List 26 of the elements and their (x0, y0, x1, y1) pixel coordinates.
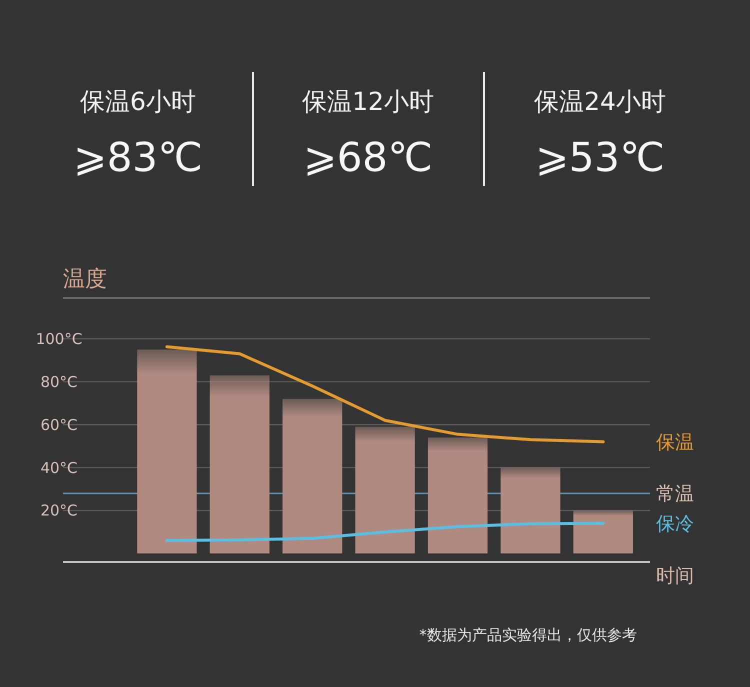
x-axis-title: 时间 (656, 565, 694, 587)
y-tick-label: 80°C (40, 372, 78, 391)
text: 保温24小时 (534, 87, 666, 116)
text: 保温6小时 (80, 87, 196, 116)
text: 保温12小时 (302, 87, 434, 116)
text: *数据为产品实验得出，仅供参考 (419, 626, 637, 644)
text: 保温 (656, 431, 694, 454)
ref-line-label: 常温 (656, 482, 694, 505)
bar (428, 438, 488, 554)
bar (573, 510, 633, 554)
line-series (165, 345, 605, 444)
bar (355, 426, 415, 554)
y-tick-label: 60°C (40, 416, 78, 434)
bar (500, 468, 560, 554)
y-tick-label: 100°C (36, 330, 82, 348)
bar (282, 398, 342, 554)
y-tick-label: 40°C (40, 458, 78, 477)
text: ⩾53℃ (535, 135, 665, 181)
text: 保冷 (656, 513, 694, 536)
line-series (165, 522, 605, 542)
text: ⩾83℃ (73, 135, 203, 181)
bar (137, 350, 197, 554)
bar (210, 375, 270, 554)
y-axis-title: 温度 (63, 267, 107, 292)
text: ⩾68℃ (303, 135, 433, 181)
y-tick-label: 20°C (40, 502, 78, 520)
